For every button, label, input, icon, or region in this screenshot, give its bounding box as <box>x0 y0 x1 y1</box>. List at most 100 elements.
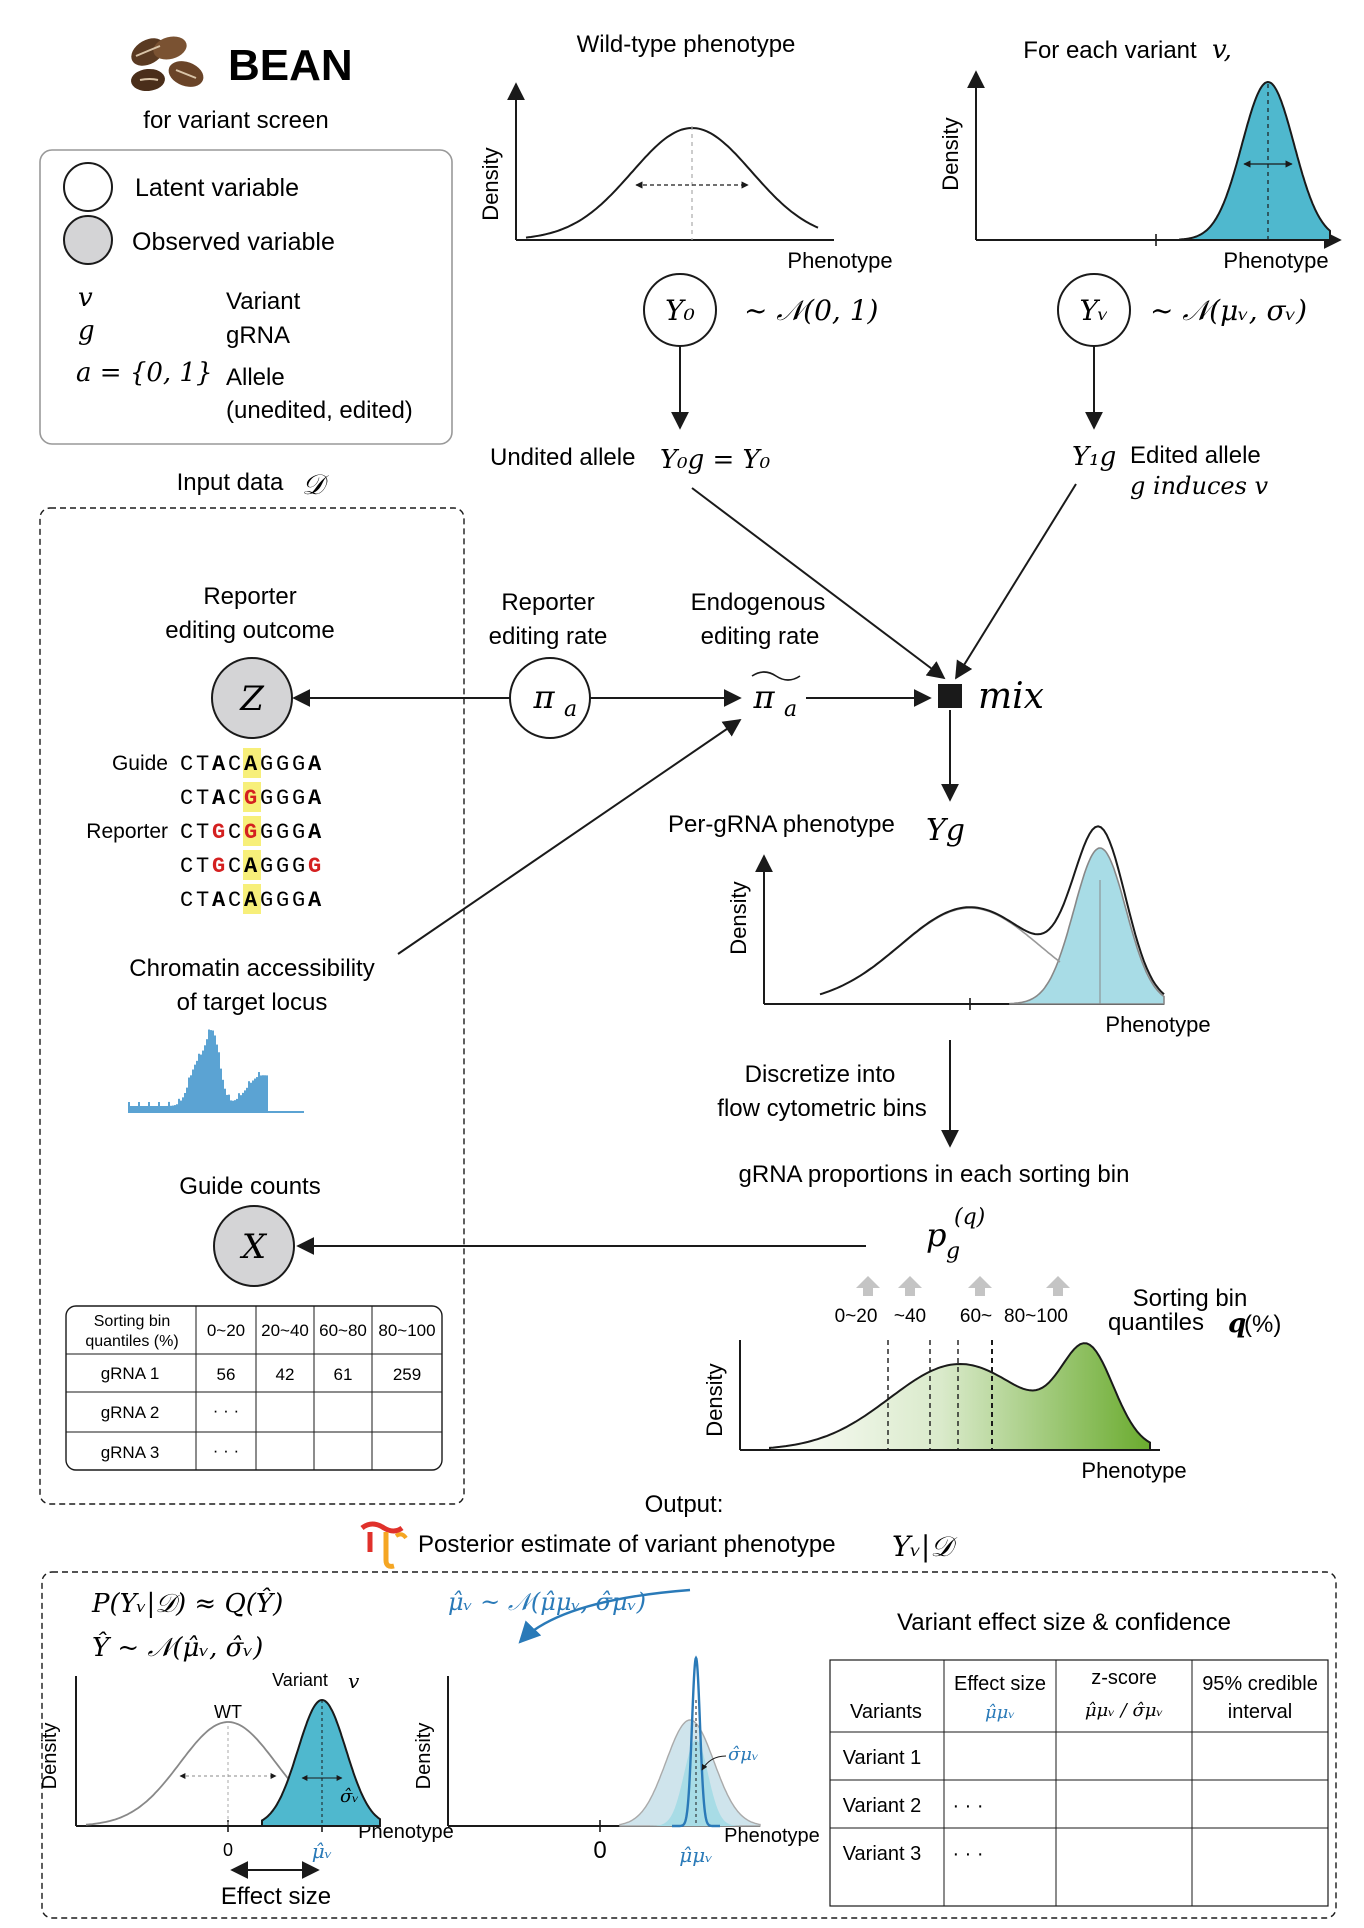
chromatin-bar <box>186 1087 188 1112</box>
chromatin-bar <box>254 1078 256 1112</box>
chromatin-bar <box>266 1075 268 1112</box>
mu-mu-label: μ̂μᵥ <box>679 1843 712 1867</box>
chromatin-bar <box>252 1080 254 1112</box>
pi-a-sub: a <box>564 697 577 722</box>
reporter-label: Reporter <box>86 820 168 843</box>
legend-box: Latent variable Observed variable v Vari… <box>39 149 453 445</box>
sequence-base: C <box>180 820 193 845</box>
reporter-outcome-2: editing outcome <box>165 617 334 644</box>
edited-label: Edited allele <box>1130 442 1261 469</box>
sequence-block: C T A C A G G G AC T A C G G G G AC T G C G G G G AC T G C A G G G GC T A C… <box>180 748 322 914</box>
count-row-1-v2: 42 <box>276 1365 295 1384</box>
sequence-base: A <box>212 888 226 913</box>
count-header-3: 60~80 <box>319 1321 367 1340</box>
eff-header-3a: 95% credible <box>1202 1673 1318 1695</box>
y0-label: Y₀ <box>665 294 695 327</box>
chromatin-bar <box>228 1094 230 1112</box>
chromatin-bar <box>132 1106 134 1112</box>
sorting-bin-plot: Density Phenotype 0~20 ~40 60~ 80~100 So… <box>702 1276 1281 1483</box>
sequence-base: G <box>260 752 273 777</box>
y0-dist: ~ 𝒩(0, 1) <box>744 294 878 327</box>
bin-label-3: 60~ <box>960 1306 992 1327</box>
effect-size-label: Effect size <box>221 1883 331 1910</box>
arrow-edited-to-mix <box>955 483 1077 680</box>
chromatin-bar <box>160 1105 162 1112</box>
logo-subtitle: for variant screen <box>143 107 328 134</box>
count-row-3-v1: · · · <box>213 1441 239 1460</box>
per-grna-y-label: Density <box>726 881 751 954</box>
variant-label-sym: v <box>348 1669 360 1693</box>
sequence-base: A <box>212 752 226 777</box>
eff-row-1-label: Variant 1 <box>843 1747 922 1769</box>
eff-header-1: Effect size <box>954 1673 1046 1695</box>
wt-label: WT <box>214 1702 242 1722</box>
sequence-base: C <box>180 786 193 811</box>
variant-title-sym: v, <box>1212 35 1232 65</box>
chromatin-bar <box>170 1105 172 1112</box>
chromatin-bar <box>202 1050 204 1112</box>
chromatin-bar <box>158 1101 160 1112</box>
chromatin-bar <box>184 1092 186 1112</box>
chromatin-bar <box>210 1030 212 1112</box>
chromatin-bar <box>246 1087 248 1112</box>
sequence-base: G <box>292 888 305 913</box>
sequence-base: T <box>196 820 209 845</box>
chromatin-bar <box>138 1102 140 1112</box>
chromatin-bar <box>144 1106 146 1112</box>
per-grna-plot: Density Phenotype <box>726 825 1211 1037</box>
tilde-mark <box>751 671 801 681</box>
mu-curve-arrow <box>518 1588 691 1644</box>
chromatin-bar <box>178 1098 180 1112</box>
sequence-base: G <box>260 854 273 879</box>
zero-label-2: 0 <box>593 1837 606 1864</box>
chromatin-bar <box>162 1105 164 1112</box>
sequence-base: G <box>292 854 305 879</box>
mu-v-label: μ̂ᵥ <box>312 1839 332 1863</box>
wt-title: Wild-type phenotype <box>577 31 796 58</box>
reporter-rate-2: editing rate <box>489 623 608 650</box>
count-header-0b: quantiles (%) <box>85 1333 178 1350</box>
chromatin-bar <box>140 1106 142 1112</box>
chromatin-bar <box>172 1105 174 1112</box>
endo-rate-2: editing rate <box>701 623 820 650</box>
reporter-outcome-1: Reporter <box>203 583 296 610</box>
count-row-2-v1: · · · <box>213 1401 239 1420</box>
sequence-base: A <box>308 786 322 811</box>
unedited-label: Undited allele <box>490 444 635 471</box>
input-data-title: Input data <box>177 469 284 496</box>
chromatin-bar <box>176 1104 178 1112</box>
chromatin-bar <box>214 1035 216 1112</box>
sequence-base: G <box>276 820 289 845</box>
endo-rate-1: Endogenous <box>691 589 826 616</box>
sigma-mu-label: σ̂μᵥ <box>728 1744 759 1765</box>
wt-y-label: Density <box>478 147 503 220</box>
y0-node-group: Y₀ ~ 𝒩(0, 1) <box>643 273 878 430</box>
guide-label: Guide <box>112 752 168 775</box>
sequence-base: G <box>260 888 273 913</box>
pi-a-label: π <box>532 678 555 716</box>
mix-factor <box>938 684 962 708</box>
chromatin-bar <box>180 1100 182 1112</box>
chromatin-bar <box>238 1093 240 1112</box>
sorting-bin-q: q <box>1228 1309 1246 1339</box>
sequence-base: A <box>244 752 258 777</box>
sequence-base: G <box>292 786 305 811</box>
output-eq1: P(Yᵥ|𝒟) ≈ Q(Ŷ) <box>91 1587 283 1619</box>
sequence-base: C <box>180 854 193 879</box>
arrow-chromatin-to-pitilde <box>397 718 742 955</box>
wt-x-label: Phenotype <box>787 248 892 273</box>
latent-symbol <box>63 162 113 212</box>
edit-highlight <box>243 816 261 846</box>
sorting-curve <box>769 1342 1151 1451</box>
eff-header-1-sub: μ̂μᵥ <box>985 1702 1015 1723</box>
sequence-base: C <box>228 854 241 879</box>
chromatin-bar <box>232 1100 234 1112</box>
chromatin-bar <box>212 1030 214 1112</box>
posterior-sym: Yᵥ|𝒟 <box>892 1530 957 1563</box>
chromatin-bar <box>192 1069 194 1112</box>
chromatin-bar <box>242 1092 244 1112</box>
mix-label: mix <box>978 676 1044 717</box>
count-header-4: 80~100 <box>378 1321 435 1340</box>
effect-y-label: Density <box>39 1723 61 1790</box>
